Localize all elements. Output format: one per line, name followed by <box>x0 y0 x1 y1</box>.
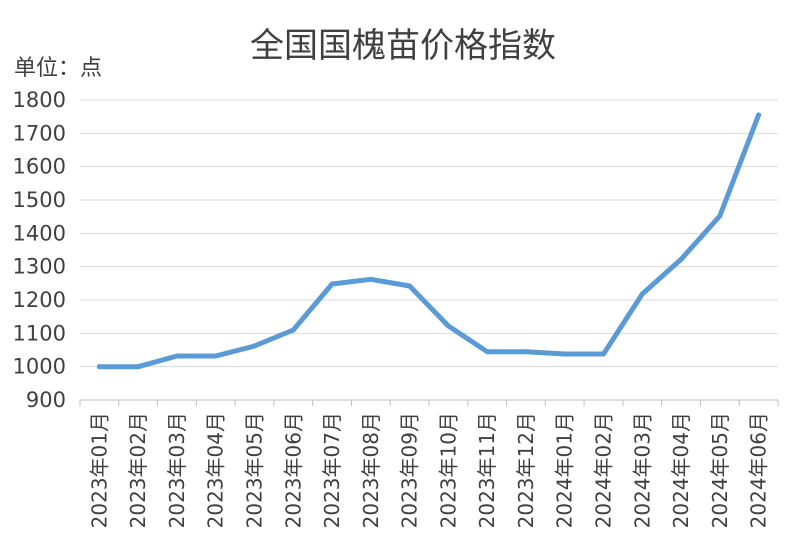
data-point <box>678 256 684 262</box>
x-tick-label: 2024年04月 <box>669 412 693 528</box>
series-line <box>96 112 762 370</box>
x-tick-label: 2023年09月 <box>398 412 422 528</box>
y-tick-labels: 900 1000 1100 1200 1300 1400 1500 1600 1700 1800 <box>13 88 66 412</box>
x-tick-label: 2024年03月 <box>630 412 654 528</box>
data-point <box>756 112 762 118</box>
x-tick-label: 2023年04月 <box>204 412 228 528</box>
x-tick-label: 2024年02月 <box>592 412 616 528</box>
data-point <box>562 351 568 357</box>
data-point <box>407 283 413 289</box>
chart-title: 全国国槐苗价格指数 <box>250 26 556 66</box>
data-point <box>484 349 490 355</box>
unit-label: 单位：点 <box>14 56 103 81</box>
x-tick-label: 2023年06月 <box>281 412 305 528</box>
gridlines <box>80 99 778 368</box>
x-tick-label: 2023年01月 <box>87 412 111 528</box>
x-tick-label: 2023年03月 <box>165 412 189 528</box>
data-point <box>445 323 451 329</box>
x-tick-label: 2023年12月 <box>514 412 538 528</box>
x-tick-label: 2023年08月 <box>359 412 383 528</box>
data-point <box>368 276 374 282</box>
axes <box>79 399 779 406</box>
y-tick-label: 1400 <box>13 221 66 245</box>
y-tick-label: 1200 <box>13 288 66 312</box>
data-point <box>639 291 645 297</box>
data-point <box>601 351 606 357</box>
data-point <box>523 349 529 355</box>
y-tick-label: 1000 <box>13 355 66 379</box>
x-tick-label: 2023年02月 <box>126 412 150 528</box>
x-tick-label: 2024年05月 <box>708 412 732 528</box>
data-point <box>290 327 296 333</box>
x-tick-label: 2023年05月 <box>243 412 267 528</box>
data-point <box>213 353 219 359</box>
x-tick-label: 2023年11月 <box>475 412 499 528</box>
x-tick-label: 2023年10月 <box>436 412 460 528</box>
y-tick-label: 1600 <box>13 155 66 179</box>
x-tick-labels: 2023年01月 2023年02月 2023年03月 2023年04月 2023年05月… <box>87 412 770 528</box>
y-tick-label: 1100 <box>13 321 66 345</box>
data-point <box>329 281 335 287</box>
series <box>96 112 762 370</box>
x-tick-label: 2023年07月 <box>320 412 344 528</box>
data-point <box>96 364 102 370</box>
data-point <box>135 364 141 370</box>
y-tick-label: 1500 <box>13 188 66 212</box>
y-tick-label: 1700 <box>13 121 66 145</box>
data-point <box>252 343 257 349</box>
y-tick-label: 900 <box>26 388 66 412</box>
data-point <box>174 353 180 359</box>
x-tick-label: 2024年06月 <box>747 412 771 528</box>
y-tick-label: 1300 <box>13 255 66 279</box>
x-tick-label: 2024年01月 <box>553 412 577 528</box>
y-tick-label: 1800 <box>13 88 66 112</box>
data-point <box>717 213 723 219</box>
